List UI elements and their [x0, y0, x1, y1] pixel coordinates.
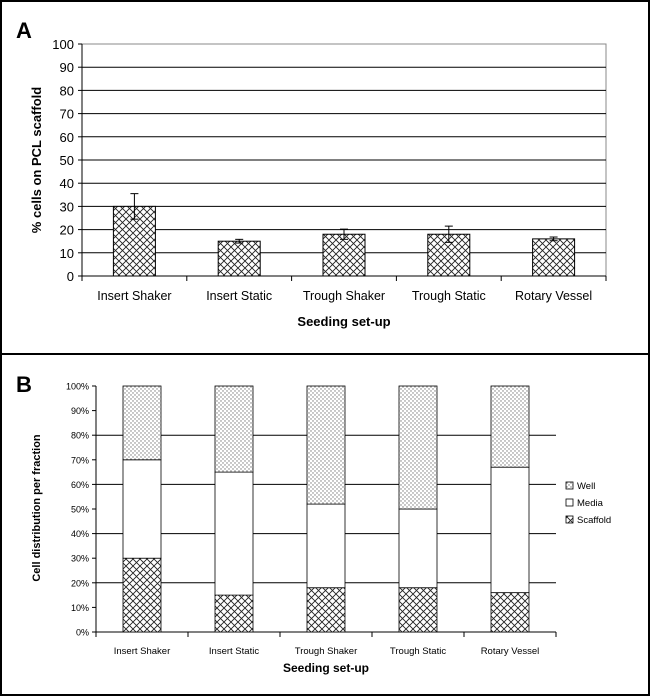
chart-b-legend-label: Well	[577, 481, 595, 492]
chart-b-ytick-label: 30%	[71, 554, 89, 564]
chart-b-ytick-label: 60%	[71, 480, 89, 490]
chart-a-category-label: Insert Static	[206, 289, 272, 303]
chart-b: Cell distribution per fraction Seeding s…	[31, 382, 611, 676]
chart-b-segment-well	[122, 385, 162, 461]
chart-a-ytick-label: 50	[60, 153, 74, 168]
chart-a-bar	[322, 233, 366, 277]
chart-a-ytick-label: 40	[60, 176, 74, 191]
chart-a-ytick-label: 0	[67, 269, 74, 284]
chart-a-bar	[217, 240, 261, 277]
chart-a-xlabel: Seeding set-up	[297, 314, 390, 329]
chart-a-category-label: Trough Static	[412, 289, 486, 303]
chart-b-category-label: Trough Static	[390, 646, 446, 657]
chart-a-ytick-label: 70	[60, 107, 74, 122]
chart-b-segment-scaffold	[490, 592, 530, 633]
chart-b-segment-media	[214, 471, 254, 596]
chart-b-category-label: Trough Shaker	[295, 646, 358, 657]
chart-b-ytick-label: 20%	[71, 578, 89, 588]
chart-a-ytick-label: 10	[60, 246, 74, 261]
chart-a-ytick-label: 30	[60, 199, 74, 214]
chart-b-segment-media	[398, 508, 438, 589]
chart-b-ytick-label: 50%	[71, 505, 89, 515]
chart-a-category-label: Insert Shaker	[97, 289, 171, 303]
chart-a: % cells on PCL scaffold Seeding set-up 0…	[29, 37, 607, 329]
chart-a-ytick-label: 60	[60, 130, 74, 145]
chart-b-ytick-label: 0%	[76, 628, 89, 638]
chart-b-ytick-label: 100%	[66, 382, 89, 392]
chart-b-category-label: Insert Shaker	[114, 646, 171, 657]
panel-label-a: A	[16, 18, 32, 43]
chart-b-legend-swatch	[565, 515, 574, 524]
chart-a-ytick-label: 100	[52, 37, 74, 52]
chart-b-ytick-label: 40%	[71, 529, 89, 539]
chart-b-segment-scaffold	[214, 594, 254, 633]
chart-b-category-label: Insert Static	[209, 646, 259, 657]
chart-b-legend-label: Scaffold	[577, 515, 611, 526]
chart-b-segment-well	[490, 385, 530, 468]
chart-b-segment-media	[490, 466, 530, 594]
chart-a-category-label: Rotary Vessel	[515, 289, 592, 303]
panel-divider	[0, 353, 650, 355]
chart-b-segment-scaffold	[306, 587, 346, 633]
chart-b-ytick-label: 70%	[71, 455, 89, 465]
chart-b-xlabel: Seeding set-up	[283, 661, 369, 675]
chart-b-segment-media	[306, 503, 346, 589]
chart-b-segment-well	[214, 385, 254, 473]
chart-a-bar	[532, 238, 576, 277]
chart-a-ytick-label: 20	[60, 223, 74, 238]
panel-label-b: B	[16, 372, 32, 397]
chart-a-ytick-label: 90	[60, 60, 74, 75]
chart-b-ylabel: Cell distribution per fraction	[31, 434, 43, 582]
chart-b-ytick-label: 80%	[71, 431, 89, 441]
chart-b-ytick-label: 90%	[71, 406, 89, 416]
chart-b-segment-well	[306, 385, 346, 505]
chart-a-ytick-label: 80	[60, 83, 74, 98]
chart-b-segment-well	[398, 385, 438, 510]
chart-b-legend-swatch	[565, 481, 574, 490]
chart-b-legend-swatch	[565, 498, 574, 507]
chart-b-segment-scaffold	[122, 557, 162, 633]
chart-b-ytick-label: 10%	[71, 603, 89, 613]
chart-a-category-label: Trough Shaker	[303, 289, 385, 303]
chart-b-segment-scaffold	[398, 587, 438, 633]
chart-b-category-label: Rotary Vessel	[481, 646, 540, 657]
chart-b-segment-media	[122, 459, 162, 559]
chart-b-legend-label: Media	[577, 498, 604, 509]
chart-a-ylabel: % cells on PCL scaffold	[29, 87, 44, 233]
